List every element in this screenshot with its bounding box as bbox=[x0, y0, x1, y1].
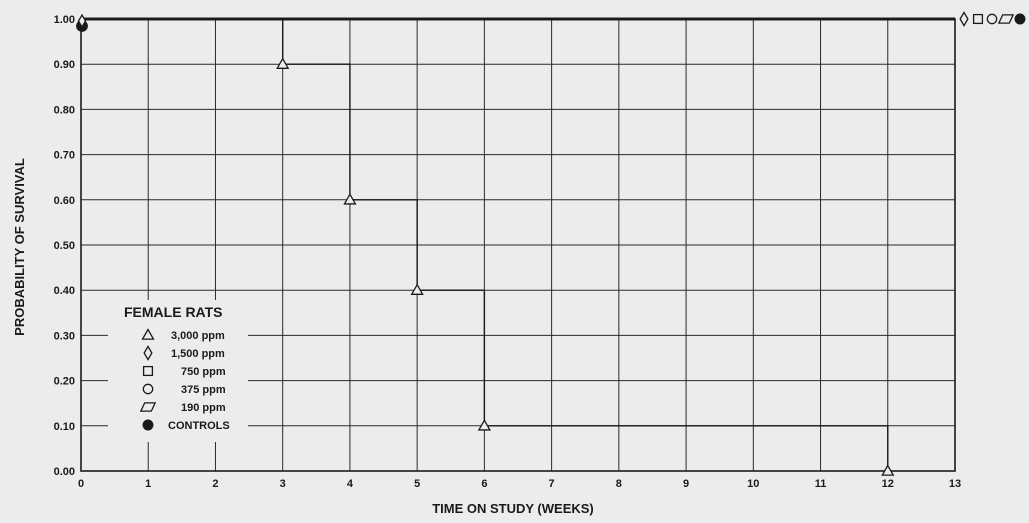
x-tick-label: 4 bbox=[347, 478, 354, 490]
legend-label: 3,000 ppm bbox=[171, 330, 225, 342]
x-tick-label: 13 bbox=[949, 478, 961, 490]
legend-label: 1,500 ppm bbox=[171, 348, 225, 360]
x-tick-label: 3 bbox=[280, 478, 286, 490]
end-marker-diamond bbox=[959, 11, 969, 27]
series-point-diamond-start bbox=[77, 13, 87, 29]
legend-marker-triangle bbox=[141, 328, 155, 340]
y-tick-label: 0.40 bbox=[54, 285, 75, 297]
series-line-0 bbox=[81, 18, 889, 471]
x-tick-label: 6 bbox=[481, 478, 487, 490]
x-tick-label: 1 bbox=[145, 478, 151, 490]
series-point-triangle bbox=[881, 464, 895, 476]
y-tick-label: 0.30 bbox=[54, 330, 75, 342]
series-point-triangle bbox=[410, 283, 424, 295]
series-markers bbox=[76, 13, 895, 476]
end-marker-parallelogram bbox=[997, 14, 1015, 24]
series-lines bbox=[81, 17, 955, 471]
y-axis-title: PROBABILITY OF SURVIVAL bbox=[12, 158, 27, 336]
legend-label: 375 ppm bbox=[181, 384, 226, 396]
legend-marker-circle bbox=[142, 383, 154, 395]
end-marker-filled-circle bbox=[1014, 13, 1026, 25]
end-markers bbox=[959, 11, 1026, 27]
y-tick-label: 0.00 bbox=[54, 466, 75, 478]
legend-label: 190 ppm bbox=[181, 402, 226, 414]
y-tick-label: 0.70 bbox=[54, 150, 75, 162]
y-tick-label: 1.00 bbox=[54, 14, 75, 26]
series-point-triangle bbox=[477, 418, 492, 431]
x-tick-label: 9 bbox=[683, 478, 689, 490]
legend-marker-square bbox=[142, 365, 154, 377]
y-tick-labels: 0.00 0.10 0.20 0.30 0.40 0.50 0.60 0.70 0.80 0.90… bbox=[54, 14, 75, 478]
series-point-triangle bbox=[343, 192, 357, 205]
x-tick-label: 11 bbox=[815, 478, 827, 490]
legend-title: FEMALE RATS bbox=[124, 304, 223, 320]
series-point-triangle bbox=[276, 57, 290, 69]
x-axis-title: TIME ON STUDY (WEEKS) bbox=[432, 501, 594, 516]
legend: FEMALE RATS 3,000 ppm 1,500 ppm 750 ppm 375… bbox=[108, 300, 248, 442]
y-tick-label: 0.20 bbox=[54, 376, 75, 388]
y-tick-label: 0.50 bbox=[54, 240, 75, 252]
legend-marker-filled-circle bbox=[142, 419, 154, 431]
x-tick-labels: 0 1 2 3 4 5 6 7 8 9 10 11 12 13 bbox=[78, 478, 961, 490]
x-tick-label: 10 bbox=[747, 478, 759, 490]
x-tick-label: 8 bbox=[616, 478, 622, 490]
x-tick-label: 12 bbox=[882, 478, 894, 490]
legend-marker-diamond bbox=[143, 345, 153, 361]
legend-label: CONTROLS bbox=[168, 420, 230, 432]
end-marker-square bbox=[972, 13, 984, 25]
x-tick-label: 0 bbox=[78, 478, 84, 490]
y-tick-label: 0.10 bbox=[54, 421, 75, 433]
legend-marker-parallelogram bbox=[139, 402, 157, 412]
y-tick-label: 0.90 bbox=[54, 59, 75, 71]
y-tick-label: 0.60 bbox=[54, 195, 75, 207]
legend-background bbox=[108, 300, 248, 442]
y-tick-label: 0.80 bbox=[54, 104, 75, 116]
x-tick-label: 7 bbox=[549, 478, 555, 490]
x-tick-label: 5 bbox=[414, 478, 420, 490]
legend-label: 750 ppm bbox=[181, 366, 226, 378]
x-tick-label: 2 bbox=[212, 478, 218, 490]
end-marker-circle bbox=[986, 13, 998, 25]
